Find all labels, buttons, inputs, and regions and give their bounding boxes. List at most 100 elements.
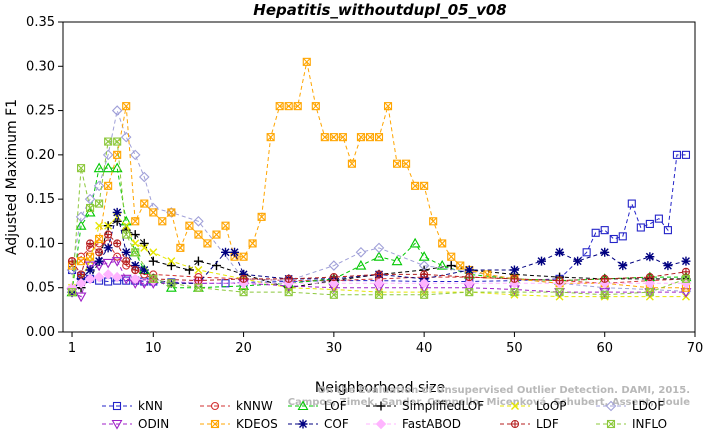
data-point (75, 278, 87, 289)
data-point (645, 288, 654, 297)
data-point-inner (510, 288, 519, 297)
data-point (555, 288, 564, 297)
data-point-inner (203, 239, 212, 248)
data-point-inner (600, 290, 609, 299)
data-point (511, 402, 519, 410)
data-point (284, 288, 293, 297)
data-point-inner (384, 102, 392, 111)
data-point-inner (211, 420, 219, 428)
data-point (193, 256, 203, 266)
x-tick-label: 70 (687, 341, 703, 356)
data-point-inner (95, 248, 103, 256)
data-point-inner (158, 217, 167, 226)
data-point (436, 259, 448, 270)
data-point-inner (122, 102, 131, 111)
data-point-inner (113, 137, 122, 146)
data-point-inner (456, 261, 465, 270)
x-tick-label: 40 (416, 341, 433, 356)
data-point (420, 181, 429, 190)
data-point (122, 221, 131, 230)
legend-item-cof: COF (288, 417, 349, 431)
legend-item-loop: LoOP (500, 399, 567, 413)
data-point-inner (240, 275, 248, 283)
data-point (582, 248, 591, 257)
data-point (320, 133, 329, 142)
data-point (645, 219, 654, 228)
data-point (111, 257, 123, 267)
data-point (93, 271, 105, 283)
data-point (95, 199, 104, 208)
data-point (681, 274, 691, 283)
data-point (391, 255, 403, 266)
data-point (112, 216, 122, 226)
y-axis-label: Adjusted Maximum F1 (4, 99, 20, 255)
data-point (194, 230, 203, 239)
data-point (464, 265, 474, 275)
data-point (140, 243, 149, 252)
data-point-inner (420, 290, 429, 299)
data-point (609, 234, 618, 244)
y-tick-label: 0.20 (26, 148, 55, 163)
x-tick-label: 20 (235, 341, 252, 356)
data-point-inner (86, 204, 94, 212)
data-point (230, 247, 240, 257)
data-point (248, 239, 257, 248)
data-point (102, 149, 114, 161)
data-point (420, 290, 429, 299)
y-tick-label: 0.00 (26, 325, 55, 340)
data-point-inner (212, 230, 221, 239)
data-point-inner (411, 181, 420, 190)
data-point (77, 252, 86, 261)
legend-label: FastABOD (402, 417, 461, 431)
data-point (104, 181, 113, 190)
data-point (266, 133, 275, 142)
data-point (210, 401, 220, 411)
watermark-line-1: Campos, Zimek, Sander, Campello, Micenko… (288, 396, 690, 408)
data-point (456, 261, 465, 270)
data-point (122, 230, 131, 239)
data-point-inner (357, 133, 365, 142)
y-tick-label: 0.10 (26, 236, 55, 251)
data-point (239, 269, 249, 279)
legend-label: kNNW (236, 399, 273, 413)
data-point (185, 221, 194, 230)
data-point (221, 247, 231, 257)
legend-label: COF (324, 417, 349, 431)
data-point (409, 237, 421, 248)
data-point-inner (320, 133, 329, 142)
legend-item-odin: ODIN (102, 417, 169, 431)
legend-label: LOF (324, 399, 347, 413)
data-point (681, 256, 691, 266)
data-point (75, 292, 87, 303)
data-point (158, 217, 167, 226)
data-point (383, 102, 393, 111)
data-point (555, 247, 565, 257)
data-point (103, 243, 113, 253)
legend-item-simplifiedlof: SimplifiedLOF (366, 399, 484, 413)
series-knn (67, 150, 691, 288)
data-point-inner (366, 133, 374, 142)
series-line (71, 141, 687, 296)
y-tick-label: 0.35 (26, 15, 55, 30)
data-point-inner (68, 288, 76, 297)
data-point (167, 208, 176, 217)
data-point (376, 401, 386, 411)
data-point (194, 283, 203, 292)
data-point-inner (194, 277, 202, 285)
data-point (446, 261, 456, 271)
data-point (374, 133, 384, 142)
data-point-inner (311, 102, 320, 111)
legend-item-inflo: INFLO (596, 417, 667, 431)
data-point (239, 288, 248, 297)
data-point (429, 217, 438, 226)
data-point (75, 220, 87, 230)
data-point (95, 239, 104, 248)
data-point (338, 133, 347, 142)
data-point-inner (194, 283, 203, 292)
data-point (537, 256, 547, 266)
y-tick-label: 0.15 (26, 192, 55, 207)
data-point (120, 274, 132, 285)
data-point (627, 199, 636, 208)
data-point (663, 261, 673, 271)
data-point-inner (555, 288, 564, 297)
